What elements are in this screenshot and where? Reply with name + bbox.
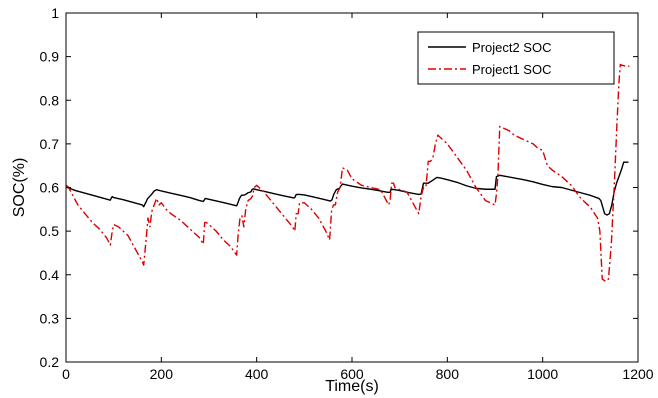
- y-tick-label: 0.4: [40, 267, 60, 283]
- y-tick-label: 0.2: [40, 354, 60, 370]
- y-tick-label: 1: [51, 5, 59, 21]
- y-tick-label: 0.6: [40, 180, 60, 196]
- axes: 0 200 400 600 800 1000 1200 0.2 0.3 0.4 0.5 0.6 0.7 0…: [40, 5, 654, 382]
- y-tick-label: 0.5: [40, 223, 60, 239]
- legend-label-2: Project1 SOC: [472, 62, 551, 77]
- x-tick-label: 1000: [527, 366, 558, 382]
- y-tick-label: 0.7: [40, 136, 60, 152]
- x-tick-label: 600: [340, 366, 364, 382]
- x-axis-label: Time(s): [325, 378, 379, 395]
- x-tick-label: 800: [436, 366, 460, 382]
- legend-box: [417, 31, 615, 85]
- plot-area: [65, 63, 630, 282]
- x-tick-label: 1200: [622, 366, 653, 382]
- legend: Project2 SOC Project1 SOC: [417, 31, 615, 85]
- series-line-1: [66, 161, 629, 216]
- y-axis-label: SOC(%): [11, 158, 28, 218]
- y-tick-label: 0.8: [40, 92, 60, 108]
- series-line-2: [65, 63, 630, 282]
- x-tick-label: 0: [62, 366, 70, 382]
- y-tick-label: 0.9: [40, 49, 60, 65]
- y-tick-label: 0.3: [40, 310, 60, 326]
- x-tick-label: 400: [245, 366, 269, 382]
- x-tick-label: 200: [150, 366, 174, 382]
- legend-label-1: Project2 SOC: [472, 40, 551, 55]
